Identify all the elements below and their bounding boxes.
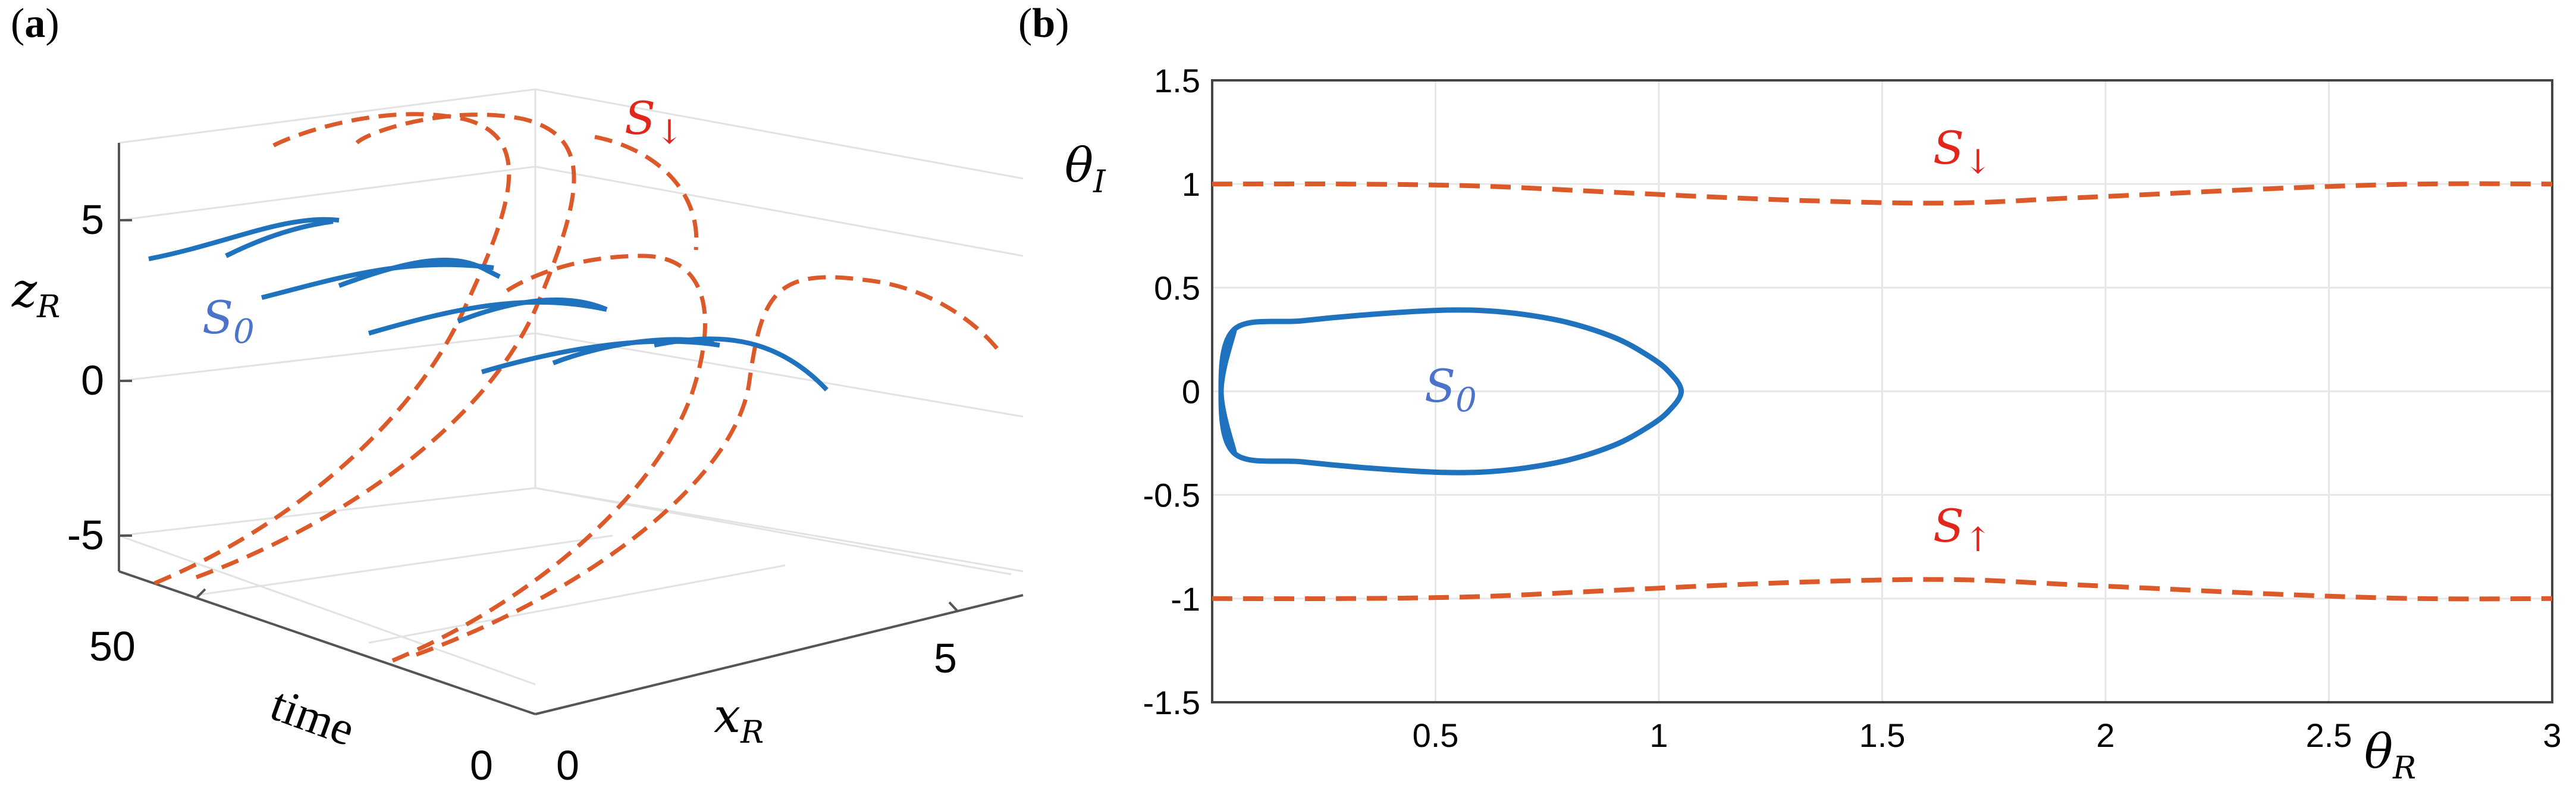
x-tick-0: 0 bbox=[556, 742, 579, 789]
y-tick-label: 1 bbox=[1182, 165, 1200, 203]
panel-b-x-ticks: 0.5 1 1.5 2 2.5 3 bbox=[1413, 717, 2562, 754]
panel-a-grid bbox=[118, 88, 1024, 686]
panel-a-s0-annotation: S0 bbox=[202, 291, 255, 351]
s-down-curve-3 bbox=[391, 254, 707, 663]
series-line-S bbox=[1212, 181, 2553, 206]
s-down-curve-2 bbox=[195, 112, 576, 580]
panel-b-grid bbox=[1212, 79, 2553, 703]
x-tick-label: 1 bbox=[1649, 717, 1668, 754]
s0-curve-2 bbox=[261, 262, 494, 300]
s-down-curve-5 bbox=[594, 134, 699, 251]
x-axis-label: xR bbox=[714, 688, 764, 750]
theta-r-axis-label: θR bbox=[2364, 724, 2416, 786]
series-line-S bbox=[1212, 577, 2553, 602]
panel-b-label: (b) bbox=[1018, 1, 1069, 46]
s0-curve-3 bbox=[368, 299, 607, 336]
z-tick-neg5: -5 bbox=[67, 512, 104, 558]
panel-a-axes-box bbox=[118, 143, 1024, 715]
panel-b-sup-annotation: S↑ bbox=[1933, 499, 1992, 559]
z-tick-0: 0 bbox=[81, 357, 104, 404]
y-tick-label: -0.5 bbox=[1143, 477, 1201, 514]
panel-b-sdown-annotation: S↓ bbox=[1933, 121, 1992, 182]
time-axis-label: time bbox=[264, 678, 362, 756]
x-tick-label: 1.5 bbox=[1859, 717, 1906, 754]
panel-a-s0-curves bbox=[148, 217, 829, 392]
series-line-S0 bbox=[1218, 307, 1684, 476]
panel-b-y-ticks: 1.5 1 0.5 0 -0.5 -1 -1.5 bbox=[1143, 62, 1201, 721]
y-tick-label: 0 bbox=[1182, 373, 1200, 411]
theta-i-axis-label: θI bbox=[1065, 137, 1106, 200]
x-tick-label: 2 bbox=[2096, 717, 2114, 754]
panel-b-s0-annotation: S0 bbox=[1425, 359, 1477, 420]
panel-b-series bbox=[1212, 181, 2553, 602]
z-axis-label: zR bbox=[11, 262, 60, 325]
y-tick-label: 0.5 bbox=[1154, 269, 1200, 306]
s-down-curve-1 bbox=[153, 112, 512, 586]
y-tick-label: -1.5 bbox=[1143, 684, 1201, 721]
y-tick-label: 1.5 bbox=[1154, 62, 1200, 99]
panel-a-label: (a) bbox=[11, 1, 59, 46]
s0-curve-4 bbox=[481, 339, 720, 374]
panel-a-s-down-curves bbox=[153, 112, 1001, 663]
x-tick-5: 5 bbox=[934, 635, 957, 681]
x-tick-label: 3 bbox=[2543, 717, 2561, 754]
panel-b-axes-box bbox=[1211, 79, 2553, 703]
panel-a-3d-plot: 5 0 -5 zR 50 0 time 0 5 xR bbox=[11, 88, 1024, 789]
time-tick-0: 0 bbox=[470, 742, 493, 789]
x-tick-label: 2.5 bbox=[2306, 717, 2352, 754]
z-tick-5: 5 bbox=[81, 196, 104, 243]
time-tick-50: 50 bbox=[89, 623, 136, 670]
s-down-curve-4 bbox=[415, 275, 1001, 657]
panel-a-sdown-annotation: S↓ bbox=[625, 92, 683, 152]
y-tick-label: -1 bbox=[1171, 580, 1200, 618]
x-tick-label: 0.5 bbox=[1413, 717, 1459, 754]
s0-curve-1 bbox=[148, 217, 340, 261]
panel-b-2d-plot: 1.5 1 0.5 0 -0.5 -1 -1.5 0.5 1 1.5 2 2.5 3 θI θR S↓… bbox=[1065, 62, 2562, 786]
